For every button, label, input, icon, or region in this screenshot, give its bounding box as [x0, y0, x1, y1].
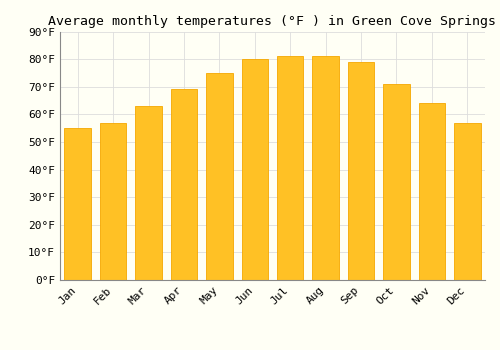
- Title: Average monthly temperatures (°F ) in Green Cove Springs: Average monthly temperatures (°F ) in Gr…: [48, 15, 496, 28]
- Bar: [206, 73, 233, 280]
- Bar: [454, 122, 480, 280]
- Bar: [100, 122, 126, 280]
- Bar: [277, 56, 303, 280]
- Bar: [348, 62, 374, 280]
- Bar: [242, 59, 268, 280]
- Bar: [418, 103, 445, 280]
- Bar: [136, 106, 162, 280]
- Bar: [64, 128, 91, 280]
- Bar: [170, 90, 197, 280]
- Bar: [312, 56, 339, 280]
- Bar: [383, 84, 409, 280]
